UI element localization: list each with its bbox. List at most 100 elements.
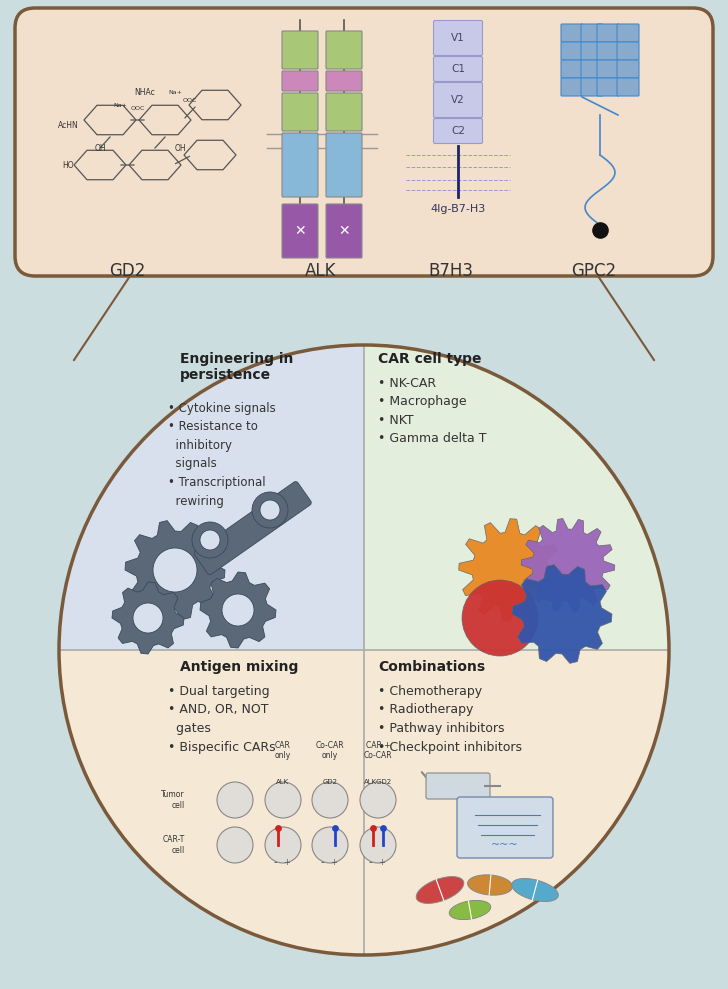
FancyBboxPatch shape	[561, 60, 583, 78]
Circle shape	[153, 548, 197, 592]
Text: • Dual targeting
• AND, OR, NOT
  gates
• Bispecific CARs: • Dual targeting • AND, OR, NOT gates • …	[168, 685, 276, 754]
Text: ALK: ALK	[304, 262, 336, 280]
Text: CAR cell type: CAR cell type	[378, 352, 481, 366]
Text: GD2: GD2	[323, 779, 338, 785]
FancyBboxPatch shape	[581, 60, 603, 78]
Circle shape	[260, 500, 280, 520]
FancyBboxPatch shape	[282, 93, 318, 131]
Text: 4Ig-B7-H3: 4Ig-B7-H3	[430, 204, 486, 214]
Text: GD2: GD2	[109, 262, 146, 280]
Text: Tumor
cell: Tumor cell	[162, 790, 185, 810]
FancyBboxPatch shape	[561, 42, 583, 60]
Text: +: +	[331, 858, 338, 867]
Text: B7H3: B7H3	[429, 262, 474, 280]
FancyBboxPatch shape	[326, 133, 362, 197]
FancyBboxPatch shape	[433, 21, 483, 55]
Ellipse shape	[449, 900, 491, 920]
FancyBboxPatch shape	[433, 82, 483, 118]
Polygon shape	[364, 345, 669, 650]
Text: CAR
only: CAR only	[275, 741, 291, 760]
Text: +: +	[284, 858, 290, 867]
Text: OOC: OOC	[131, 106, 145, 111]
Point	[329, 820, 341, 836]
FancyBboxPatch shape	[282, 31, 318, 69]
Point	[377, 820, 389, 836]
FancyBboxPatch shape	[426, 773, 490, 799]
Circle shape	[265, 782, 301, 818]
Circle shape	[312, 782, 348, 818]
Circle shape	[360, 782, 396, 818]
Circle shape	[217, 782, 253, 818]
Text: Co-CAR
only: Co-CAR only	[316, 741, 344, 760]
Circle shape	[200, 530, 220, 550]
Ellipse shape	[416, 876, 464, 903]
Circle shape	[312, 827, 348, 863]
Point	[594, 223, 606, 238]
FancyBboxPatch shape	[617, 60, 639, 78]
Polygon shape	[521, 518, 615, 611]
Text: -: -	[273, 857, 277, 867]
Polygon shape	[200, 572, 276, 648]
Text: • Chemotherapy
• Radiotherapy
• Pathway inhibitors
• Checkpoint inhibitors: • Chemotherapy • Radiotherapy • Pathway …	[378, 685, 522, 754]
Circle shape	[133, 603, 163, 633]
Text: ✕: ✕	[339, 224, 350, 238]
Text: C1: C1	[451, 64, 465, 74]
Polygon shape	[59, 345, 364, 650]
Text: CAR-T
cell: CAR-T cell	[163, 836, 185, 854]
Ellipse shape	[467, 875, 513, 895]
FancyBboxPatch shape	[597, 24, 619, 42]
Text: ALKGD2: ALKGD2	[364, 779, 392, 785]
Text: • NK-CAR
• Macrophage
• NKT
• Gamma delta T: • NK-CAR • Macrophage • NKT • Gamma delt…	[378, 377, 486, 445]
FancyBboxPatch shape	[617, 78, 639, 96]
FancyBboxPatch shape	[282, 133, 318, 197]
Text: HO: HO	[62, 160, 74, 169]
Text: OOC: OOC	[183, 98, 197, 103]
Text: ✕: ✕	[294, 224, 306, 238]
Point	[272, 820, 284, 836]
FancyBboxPatch shape	[581, 24, 603, 42]
Text: Antigen mixing: Antigen mixing	[180, 660, 298, 674]
Polygon shape	[459, 518, 561, 621]
Text: -: -	[320, 857, 324, 867]
FancyBboxPatch shape	[326, 71, 362, 91]
FancyBboxPatch shape	[581, 42, 603, 60]
Polygon shape	[364, 650, 669, 955]
Text: CAR +
Co-CAR: CAR + Co-CAR	[364, 741, 392, 760]
Circle shape	[192, 522, 228, 558]
FancyBboxPatch shape	[433, 56, 483, 81]
FancyBboxPatch shape	[617, 24, 639, 42]
Text: Engineering in
persistence: Engineering in persistence	[180, 352, 293, 382]
FancyBboxPatch shape	[457, 797, 553, 858]
FancyBboxPatch shape	[326, 93, 362, 131]
FancyBboxPatch shape	[15, 8, 713, 276]
FancyBboxPatch shape	[561, 78, 583, 96]
FancyBboxPatch shape	[326, 204, 362, 258]
Text: ~~~: ~~~	[491, 840, 519, 850]
Text: NHAc: NHAc	[135, 87, 155, 97]
Circle shape	[217, 827, 253, 863]
FancyBboxPatch shape	[194, 482, 312, 575]
Text: V2: V2	[451, 95, 465, 105]
Text: • Cytokine signals
• Resistance to
  inhibitory
  signals
• Transcriptional
  re: • Cytokine signals • Resistance to inhib…	[168, 402, 276, 507]
Circle shape	[360, 827, 396, 863]
Polygon shape	[59, 650, 364, 955]
FancyBboxPatch shape	[561, 24, 583, 42]
Text: OH: OH	[174, 143, 186, 152]
Text: ALK: ALK	[277, 779, 290, 785]
FancyBboxPatch shape	[597, 42, 619, 60]
Text: V1: V1	[451, 33, 465, 43]
FancyBboxPatch shape	[282, 204, 318, 258]
FancyBboxPatch shape	[326, 31, 362, 69]
FancyBboxPatch shape	[282, 71, 318, 91]
Polygon shape	[512, 565, 612, 664]
Text: OH: OH	[94, 143, 106, 152]
Circle shape	[462, 580, 538, 656]
FancyBboxPatch shape	[597, 60, 619, 78]
Text: Combinations: Combinations	[378, 660, 485, 674]
Circle shape	[222, 594, 254, 626]
Circle shape	[265, 827, 301, 863]
FancyBboxPatch shape	[617, 42, 639, 60]
Circle shape	[252, 492, 288, 528]
Text: -: -	[368, 857, 372, 867]
Text: +: +	[379, 858, 385, 867]
